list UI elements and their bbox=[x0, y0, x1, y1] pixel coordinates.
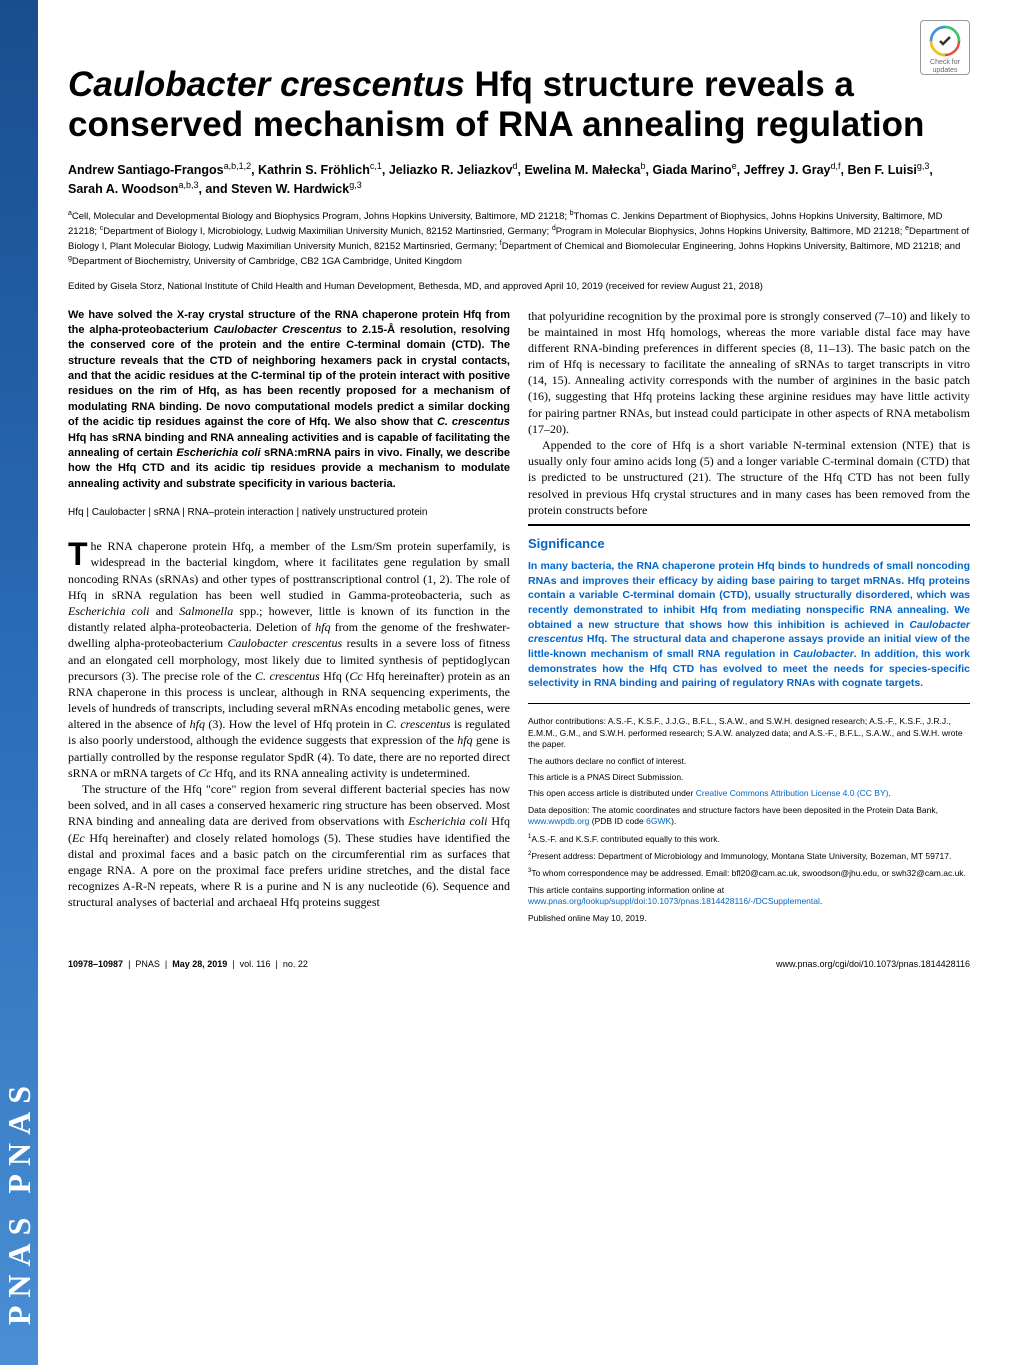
equal-contribution: 1A.S.-F. and K.S.F. contributed equally … bbox=[528, 833, 970, 845]
author-contributions: Author contributions: A.S.-F., K.S.F., J… bbox=[528, 716, 970, 750]
right-column: that polyuridine recognition by the prox… bbox=[528, 308, 970, 930]
title-species: Caulobacter crescentus bbox=[68, 65, 465, 104]
published-date: Published online May 10, 2019. bbox=[528, 913, 970, 924]
footer-doi: www.pnas.org/cgi/doi/10.1073/pnas.181442… bbox=[776, 959, 970, 969]
data-deposition: Data deposition: The atomic coordinates … bbox=[528, 805, 970, 828]
body-p1: he RNA chaperone protein Hfq, a member o… bbox=[68, 539, 510, 780]
author-list: Andrew Santiago-Frangosa,b,1,2, Kathrin … bbox=[68, 160, 970, 199]
license-link[interactable]: Creative Commons Attribution License 4.0… bbox=[696, 788, 889, 798]
significance-box: Significance In many bacteria, the RNA c… bbox=[528, 524, 970, 704]
pdb-link[interactable]: www.wwpdb.org bbox=[528, 816, 589, 826]
correspondence: 3To whom correspondence may be addressed… bbox=[528, 867, 970, 879]
pdb-code-link[interactable]: 6GWK bbox=[646, 816, 671, 826]
crossmark-icon bbox=[929, 25, 961, 57]
footnotes: Author contributions: A.S.-F., K.S.F., J… bbox=[528, 716, 970, 924]
supp-link[interactable]: www.pnas.org/lookup/suppl/doi:10.1073/pn… bbox=[528, 896, 820, 906]
check-updates-badge[interactable]: Check for updates bbox=[920, 20, 970, 75]
body-text-right: that polyuridine recognition by the prox… bbox=[528, 308, 970, 518]
conflict-statement: The authors declare no conflict of inter… bbox=[528, 756, 970, 767]
keywords: Hfq | Caulobacter | sRNA | RNA–protein i… bbox=[68, 506, 510, 520]
check-updates-label: Check for updates bbox=[921, 59, 969, 74]
significance-heading: Significance bbox=[528, 536, 970, 551]
article-title: Caulobacter crescentus Hfq structure rev… bbox=[68, 65, 970, 146]
left-column: We have solved the X-ray crystal structu… bbox=[68, 308, 510, 930]
body-p2: The structure of the Hfq "core" region f… bbox=[68, 781, 510, 911]
page-footer: 10978–10987 | PNAS | May 28, 2019 | vol.… bbox=[68, 959, 970, 969]
direct-submission: This article is a PNAS Direct Submission… bbox=[528, 772, 970, 783]
abstract: We have solved the X-ray crystal structu… bbox=[68, 308, 510, 493]
body-p4: Appended to the core of Hfq is a short v… bbox=[528, 437, 970, 518]
edited-by-line: Edited by Gisela Storz, National Institu… bbox=[68, 281, 970, 294]
significance-text: In many bacteria, the RNA chaperone prot… bbox=[528, 559, 970, 691]
present-address: 2Present address: Department of Microbio… bbox=[528, 850, 970, 862]
supporting-info: This article contains supporting informa… bbox=[528, 885, 970, 908]
dropcap: T bbox=[68, 538, 91, 568]
footer-left: 10978–10987 | PNAS | May 28, 2019 | vol.… bbox=[68, 959, 308, 969]
license-note: This open access article is distributed … bbox=[528, 788, 970, 799]
pnas-banner-text: PNAS PNAS bbox=[1, 1078, 38, 1325]
body-p3: that polyuridine recognition by the prox… bbox=[528, 308, 970, 438]
body-text-left: The RNA chaperone protein Hfq, a member … bbox=[68, 538, 510, 910]
affiliations: aCell, Molecular and Developmental Biolo… bbox=[68, 209, 970, 269]
pnas-sidebar-banner: PNAS PNAS bbox=[0, 0, 38, 1365]
